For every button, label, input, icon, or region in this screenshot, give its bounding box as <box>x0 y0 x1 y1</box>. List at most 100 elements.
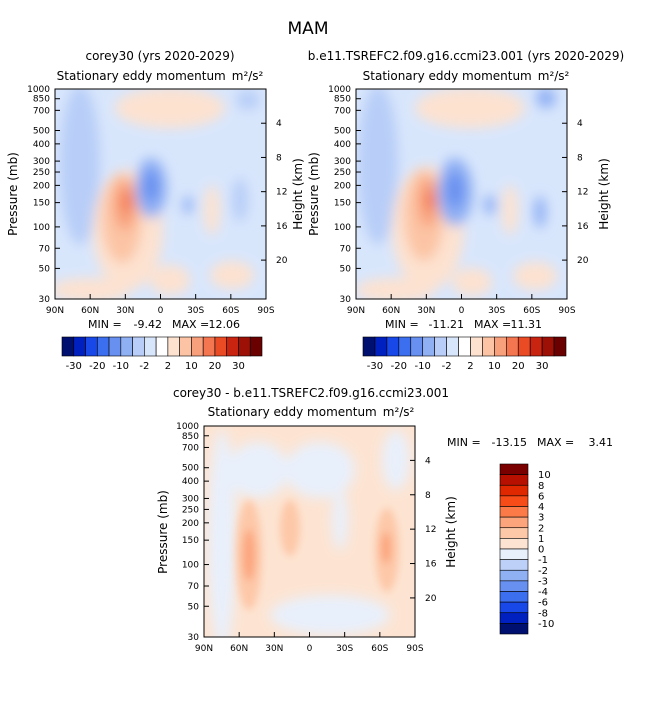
colorbar-label: 20 <box>209 361 222 372</box>
colorbar-label: -6 <box>538 598 548 609</box>
colorbar-label: -10 <box>538 619 554 630</box>
panel-2-y-tick-label: 700 <box>334 106 351 116</box>
panel-3-x-tick-label: 90S <box>406 644 423 654</box>
colorbar-box <box>553 336 567 357</box>
colorbar-box <box>167 336 180 357</box>
panel-1-blob <box>115 89 225 128</box>
colorbar-label: -8 <box>538 608 548 619</box>
panel-1-y-tick-label: 850 <box>33 95 50 105</box>
panel-1-x-tick-label: 30N <box>116 306 134 316</box>
panel-3-x-tick-label: 30N <box>265 644 283 654</box>
colorbar-box <box>73 336 86 357</box>
panel-1-min-label: MIN = <box>88 318 122 331</box>
panel-3-max-value: 3.41 <box>589 436 614 449</box>
panel-1-y2-tick-label: 16 <box>276 222 288 232</box>
colorbar-label: -2 <box>139 361 149 372</box>
panel-1-blob <box>210 261 254 289</box>
panel-3-y-tick-label: 30 <box>188 633 200 643</box>
panel-2-blob <box>358 89 398 245</box>
colorbar-label: 10 <box>185 361 198 372</box>
colorbar-label: -2 <box>442 361 452 372</box>
colorbar-label: -3 <box>538 576 548 587</box>
colorbar-box <box>458 336 471 357</box>
panel-2-y-tick-label: 200 <box>334 181 351 191</box>
panel-3-y2-tick-label: 12 <box>425 525 436 535</box>
colorbar-label: 1 <box>538 534 544 545</box>
panel-2-colorbar: -30 -20 -10 -2 2 10 20 30 <box>362 336 567 372</box>
panel-2-y-tick-label: 300 <box>334 157 351 167</box>
colorbar-box <box>517 336 531 357</box>
panel-1-y2label: Height (km) <box>291 158 305 229</box>
panel-2-blob <box>452 268 492 296</box>
colorbar-box <box>202 336 216 357</box>
panel-1-axes: 90N 60N 30N 0 30S 60S 90S 30 50 70 100 150 200 250300… <box>27 85 288 316</box>
panel-3-y-tick-label: 50 <box>188 602 200 612</box>
panel-1-x-tick-label: 90N <box>46 306 64 316</box>
colorbar-box <box>191 336 204 357</box>
panel-3-y-tick-label: 70 <box>188 582 200 592</box>
colorbar-box <box>470 336 483 357</box>
panel-3-blob <box>208 430 236 637</box>
panel-2-blob <box>484 195 496 215</box>
panel-2-y2-tick-label: 16 <box>577 222 589 232</box>
panel-2-x-tick-label: 0 <box>459 306 465 316</box>
panel-3-y-tick-label: 700 <box>182 443 199 453</box>
colorbar-box <box>144 336 157 357</box>
colorbar-box <box>499 495 529 507</box>
colorbar-box <box>410 336 424 357</box>
colorbar-label: 6 <box>538 491 544 502</box>
panel-2-x-tick-label: 90S <box>558 306 575 316</box>
panel-1-blob <box>150 265 190 295</box>
panel-1-subtitle: Stationary eddy momentum m²/s² <box>57 69 264 83</box>
panel-3-blob <box>382 430 410 490</box>
colorbar-box <box>214 336 228 357</box>
panel-1-blob <box>204 185 220 235</box>
panel-1: corey30 (yrs 2020-2029) Stationary eddy … <box>6 49 305 331</box>
panel-1-max-value: 12.06 <box>209 318 241 331</box>
panel-2-x-tick-label: 90N <box>347 306 365 316</box>
colorbar-label: 30 <box>232 361 245 372</box>
panel-2-y-tick-label: 850 <box>334 95 351 105</box>
colorbar-label: 4 <box>538 502 544 513</box>
colorbar-label: -20 <box>89 361 105 372</box>
colorbar-label: -10 <box>415 361 431 372</box>
page-title: MAM <box>288 19 329 39</box>
panel-3-y-tick-label: 500 <box>182 464 199 474</box>
colorbar-box <box>226 336 239 357</box>
colorbar-box <box>499 623 529 635</box>
colorbar-box <box>238 336 251 357</box>
panel-1-x-tick-label: 30S <box>187 306 204 316</box>
colorbar-box <box>155 336 169 357</box>
panel-1-y-tick-label: 150 <box>33 199 50 209</box>
panel-1-blob <box>236 90 260 110</box>
colorbar-box <box>494 336 507 357</box>
panel-2-blob <box>415 89 525 128</box>
colorbar-box <box>499 569 529 582</box>
colorbar-label: -2 <box>538 566 548 577</box>
colorbar-label: -4 <box>538 587 548 598</box>
panel-3-x-tick-label: 30S <box>336 644 353 654</box>
panel-3-y-tick-label: 200 <box>182 519 199 529</box>
panel-2-x-tick-label: 60S <box>523 306 540 316</box>
panel-2-subtitle: Stationary eddy momentum m²/s² <box>363 69 570 83</box>
panel-2-y-tick-label: 100 <box>334 223 351 233</box>
panel-1-y-tick-label: 50 <box>39 264 51 274</box>
colorbar-box <box>499 506 529 518</box>
colorbar-box <box>529 336 543 357</box>
colorbar-box <box>132 336 145 357</box>
panel-1-title: corey30 (yrs 2020-2029) <box>85 49 234 63</box>
panel-3-y2-tick-label: 4 <box>425 456 431 466</box>
panel-3-x-tick-label: 90N <box>195 644 213 654</box>
panel-3-y2-tick-label: 20 <box>425 594 437 604</box>
panel-2-y2-tick-label: 12 <box>577 188 588 198</box>
panel-2-min-label: MIN = <box>385 318 419 331</box>
colorbar-label: -10 <box>113 361 129 372</box>
panel-1-blob <box>183 196 193 214</box>
colorbar-box <box>422 336 435 357</box>
panel-1-y2-tick-label: 12 <box>276 188 287 198</box>
colorbar-box <box>499 591 529 603</box>
colorbar-box <box>499 474 529 486</box>
panel-3-blob <box>381 532 391 564</box>
panel-1-y-tick-label: 200 <box>33 181 50 191</box>
